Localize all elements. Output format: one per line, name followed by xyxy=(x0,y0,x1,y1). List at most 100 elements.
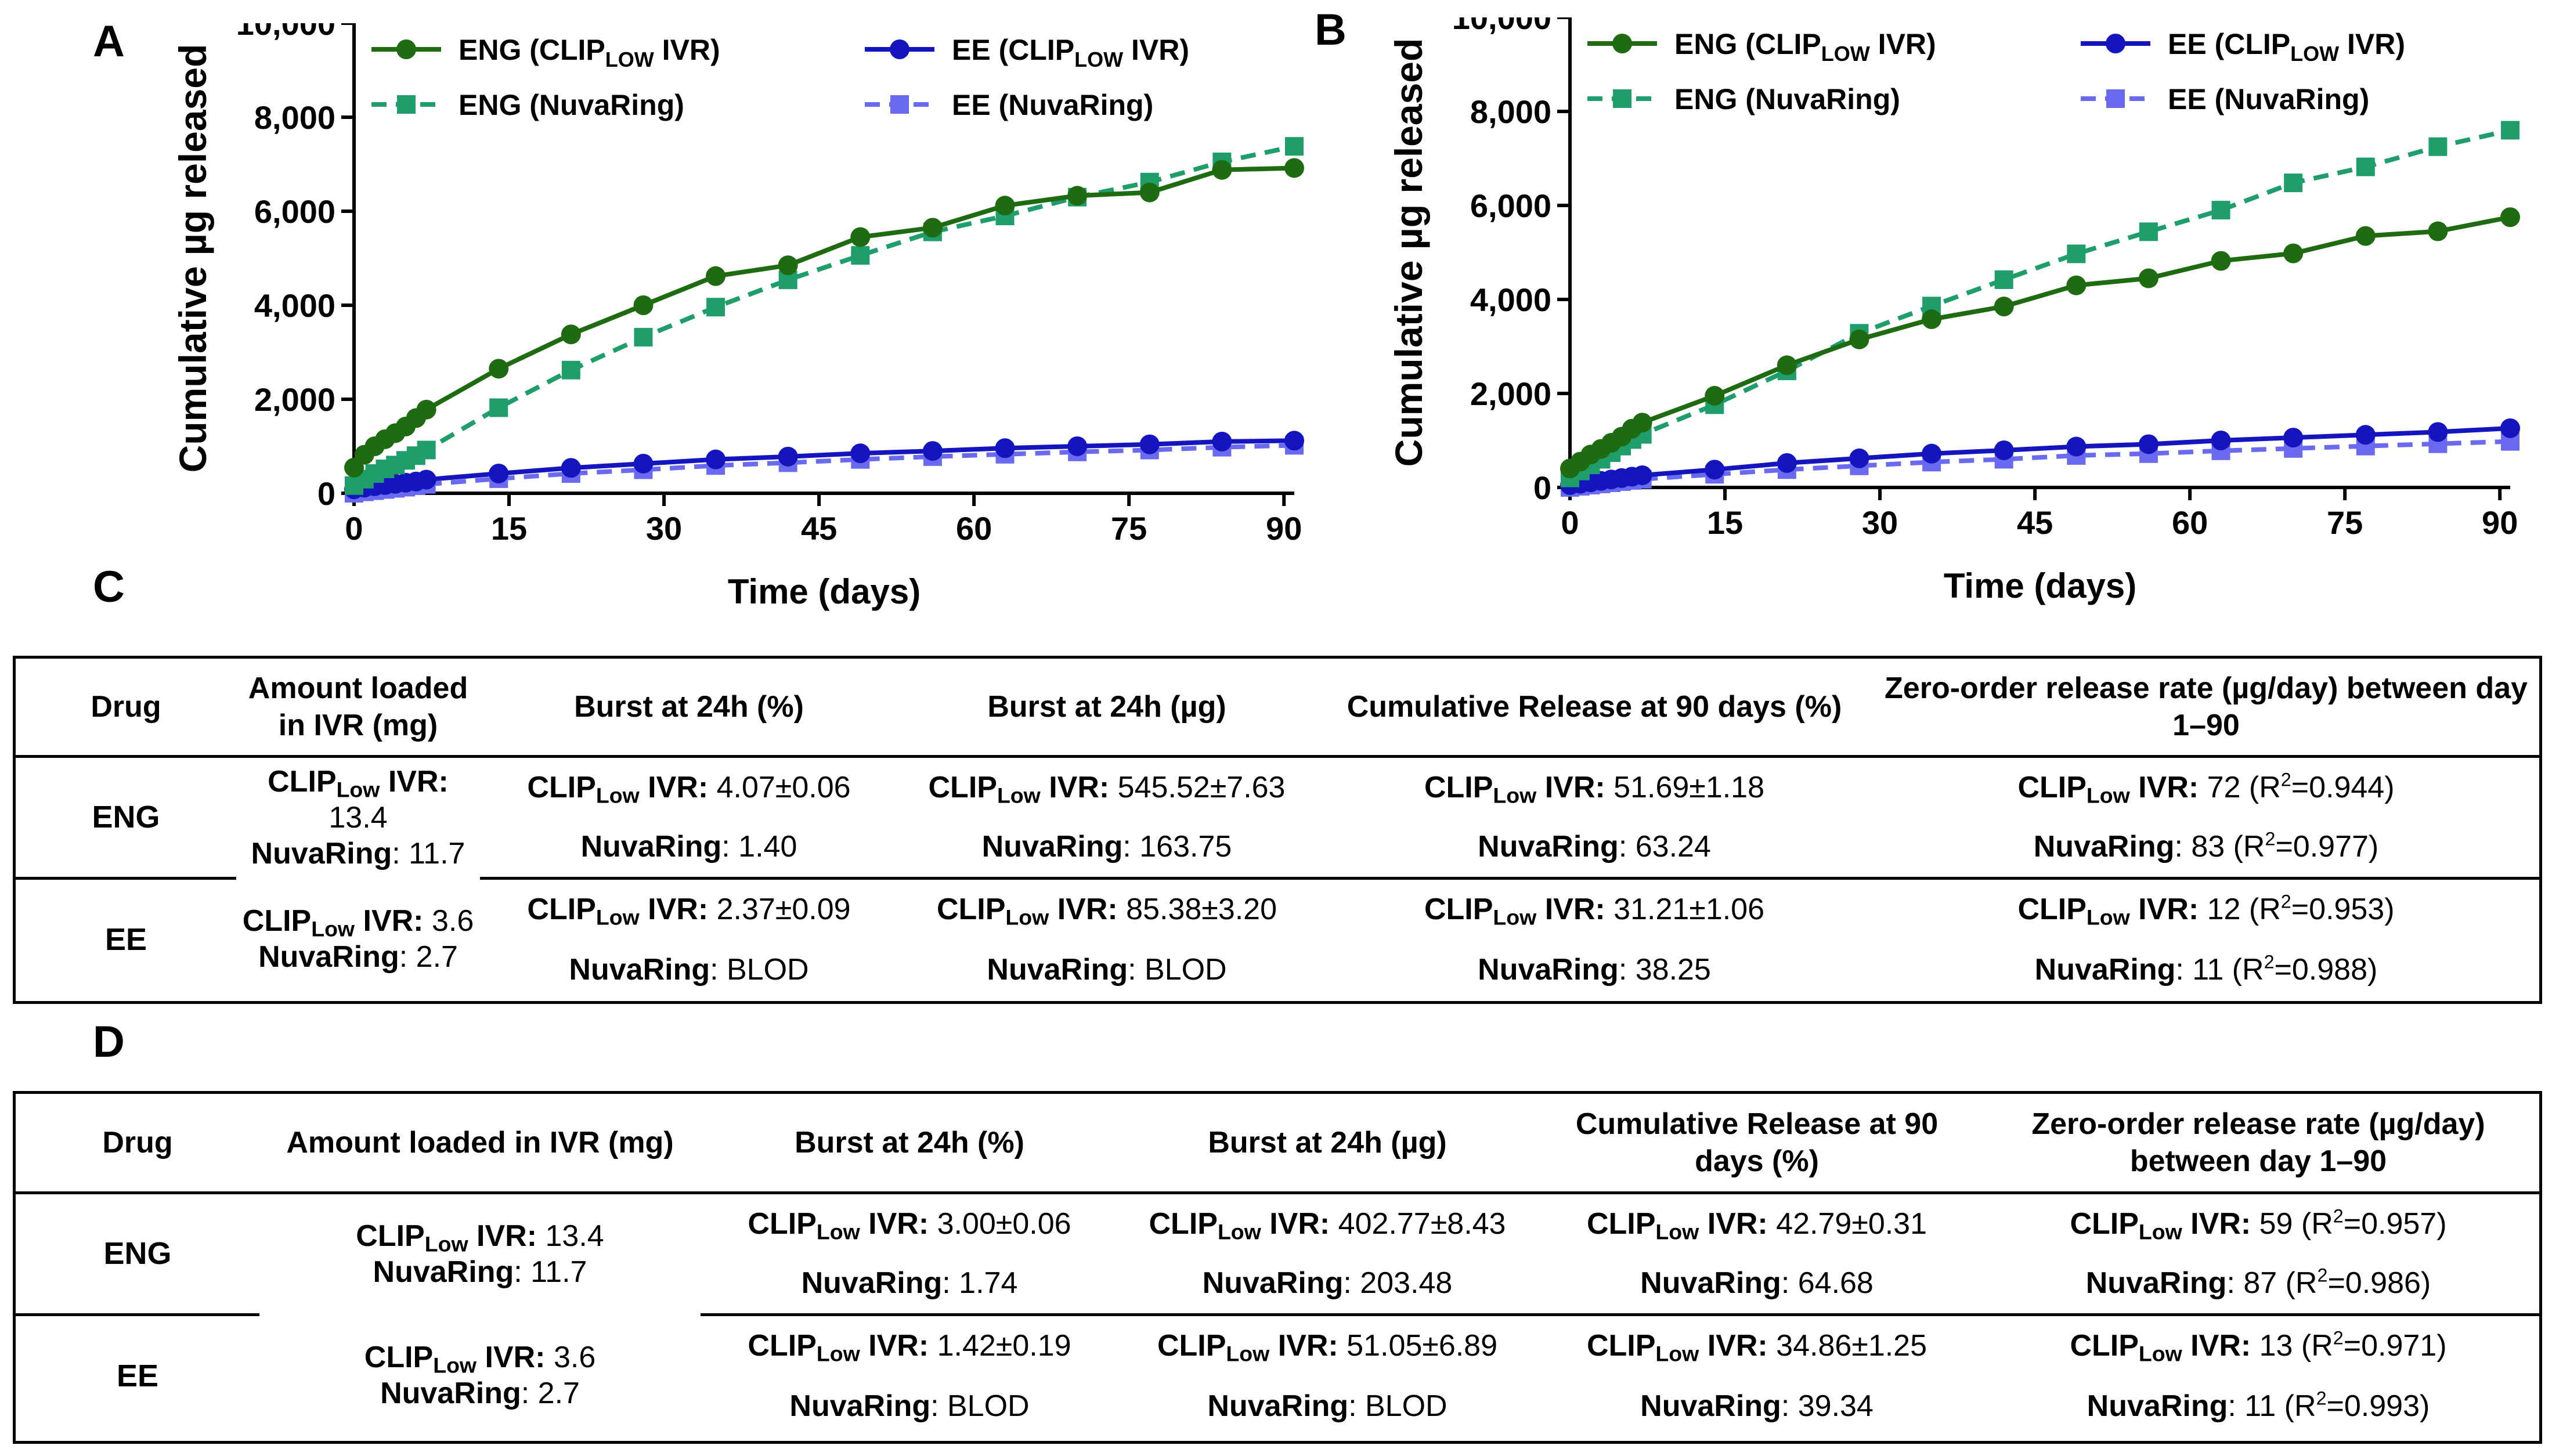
cell: NuvaRing: BLOD xyxy=(569,952,809,987)
cell: CLIPLow IVR: 2.37±0.09 xyxy=(480,876,898,939)
data-point xyxy=(850,443,871,464)
legend-marker xyxy=(396,39,416,59)
cell: NuvaRing: BLOD xyxy=(1207,1389,1448,1423)
x-tick-label: 45 xyxy=(801,510,837,547)
table-d: Drug Amount loaded in IVR (mg) Burst at … xyxy=(13,1091,2542,1444)
cell: CLIPLow IVR: 545.52±7.63 xyxy=(928,770,1286,808)
x-tick-label: 60 xyxy=(2172,504,2208,541)
data-point xyxy=(778,255,798,276)
cell: CLIPLow IVR: 34.86±1.25 xyxy=(1536,1313,1977,1375)
drug-eng: ENG xyxy=(92,800,160,834)
data-point xyxy=(634,328,653,347)
data-point xyxy=(2356,157,2375,176)
legend-marker xyxy=(890,95,909,114)
data-point xyxy=(2428,137,2448,156)
table-c: Drug Amount loaded in IVR (mg) Burst at … xyxy=(13,656,2542,1004)
data-point xyxy=(2066,436,2087,457)
header-drug: Drug xyxy=(16,659,236,758)
cell: NuvaRing: 163.75 xyxy=(981,830,1232,864)
data-point xyxy=(995,438,1015,458)
data-point xyxy=(1705,460,1725,480)
data-point xyxy=(1922,309,1942,330)
legend-label: EE (NuvaRing) xyxy=(952,89,1153,121)
data-point xyxy=(561,324,581,345)
data-point xyxy=(1632,413,1652,433)
cell: CLIPLow IVR: 51.69±1.18 xyxy=(1424,770,1765,808)
legend-marker xyxy=(2106,34,2125,53)
data-point xyxy=(1212,160,1232,180)
data-point xyxy=(1139,434,1160,454)
legend-label: ENG (CLIPLOW IVR) xyxy=(1674,28,1936,66)
x-axis-label: Time (days) xyxy=(728,572,921,611)
data-point xyxy=(416,469,436,490)
legend-label: EE (CLIPLOW IVR) xyxy=(2168,28,2405,66)
header-burst-ug: Burst at 24h (µg) xyxy=(1118,1094,1536,1194)
y-tick-label: 8,000 xyxy=(1470,93,1551,130)
data-point xyxy=(2355,425,2376,445)
data-point xyxy=(416,399,436,420)
panel-letter-c: C xyxy=(93,562,125,612)
cell: CLIPLow IVR: 72 (R2=0.944) xyxy=(2017,769,2395,808)
x-tick-label: 15 xyxy=(1707,504,1743,541)
data-point xyxy=(2067,244,2086,263)
chart-b: 0 2,000 4,000 6,000 8,000 10,000 0 15 30 45 60 75 90… xyxy=(1387,17,2520,605)
cell: CLIPLow IVR: 85.38±3.20 xyxy=(898,876,1316,939)
cell: NuvaRing: 63.24 xyxy=(1478,830,1711,864)
data-point xyxy=(1284,431,1304,451)
y-tick-label: 10,000 xyxy=(236,23,335,42)
legend-marker xyxy=(397,95,416,114)
y-tick-label: 4,000 xyxy=(1470,281,1551,318)
data-point xyxy=(2211,431,2231,450)
y-axis-label: Cumulative µg released xyxy=(171,44,214,473)
legend-label: ENG (NuvaRing) xyxy=(1674,83,1900,115)
cell: CLIPLow IVR: 42.79±0.31 xyxy=(1586,1206,1927,1244)
data-point xyxy=(1849,448,1869,468)
x-tick-label: 45 xyxy=(2017,504,2053,541)
data-point xyxy=(706,266,726,286)
data-point xyxy=(1284,158,1304,178)
data-point xyxy=(2500,207,2520,227)
data-point xyxy=(851,246,870,265)
y-tick-label: 0 xyxy=(1533,469,1551,506)
cell: NuvaRing: 38.25 xyxy=(1478,952,1711,987)
data-point xyxy=(850,227,871,247)
y-tick-label: 4,000 xyxy=(254,287,335,324)
data-point xyxy=(922,218,943,238)
data-point xyxy=(1705,386,1725,406)
data-point xyxy=(2283,428,2304,448)
header-drug: Drug xyxy=(16,1094,259,1194)
data-point xyxy=(1212,431,1232,451)
cell: NuvaRing: 11 (R2=0.988) xyxy=(2034,951,2378,987)
drug-eng: ENG xyxy=(103,1236,172,1271)
cell: NuvaRing: 64.68 xyxy=(1640,1266,1874,1300)
y-tick-label: 0 xyxy=(317,475,335,512)
x-tick-label: 60 xyxy=(956,510,992,547)
cell: NuvaRing: BLOD xyxy=(987,952,1227,987)
legend-marker xyxy=(2106,89,2125,108)
legend-marker xyxy=(1613,89,1631,108)
data-point xyxy=(2066,275,2087,295)
amount-eng: CLIPLow IVR: 13.4 NuvaRing: 11.7 xyxy=(356,1219,604,1289)
drug-ee: EE xyxy=(16,876,236,1000)
data-point xyxy=(1632,465,1652,485)
cell: CLIPLow IVR: 13 (R2=0.971) xyxy=(1977,1313,2539,1375)
data-point xyxy=(633,295,654,315)
header-zero-order: Zero-order release rate (µg/day) between… xyxy=(1873,659,2539,758)
data-point xyxy=(2355,226,2376,246)
data-point xyxy=(489,463,509,483)
legend-marker xyxy=(1612,34,1632,53)
cell: CLIPLow IVR: 4.07±0.06 xyxy=(527,770,851,808)
data-point xyxy=(1849,329,1869,349)
panel-letter-b: B xyxy=(1315,5,1347,55)
panel-letter-a: A xyxy=(93,17,125,66)
cell: NuvaRing: 83 (R2=0.977) xyxy=(2033,828,2379,864)
data-point xyxy=(2501,121,2519,140)
header-amount: Amount loaded in IVR (mg) xyxy=(259,1094,701,1194)
y-axis-label: Cumulative µg released xyxy=(1387,38,1430,467)
x-tick-label: 30 xyxy=(1862,504,1898,541)
data-point xyxy=(2139,222,2158,241)
data-point xyxy=(995,196,1015,216)
cell: CLIPLow IVR: 402.77±8.43 xyxy=(1149,1206,1506,1244)
data-point xyxy=(706,449,726,469)
cell: NuvaRing: 87 (R2=0.986) xyxy=(2085,1264,2431,1300)
